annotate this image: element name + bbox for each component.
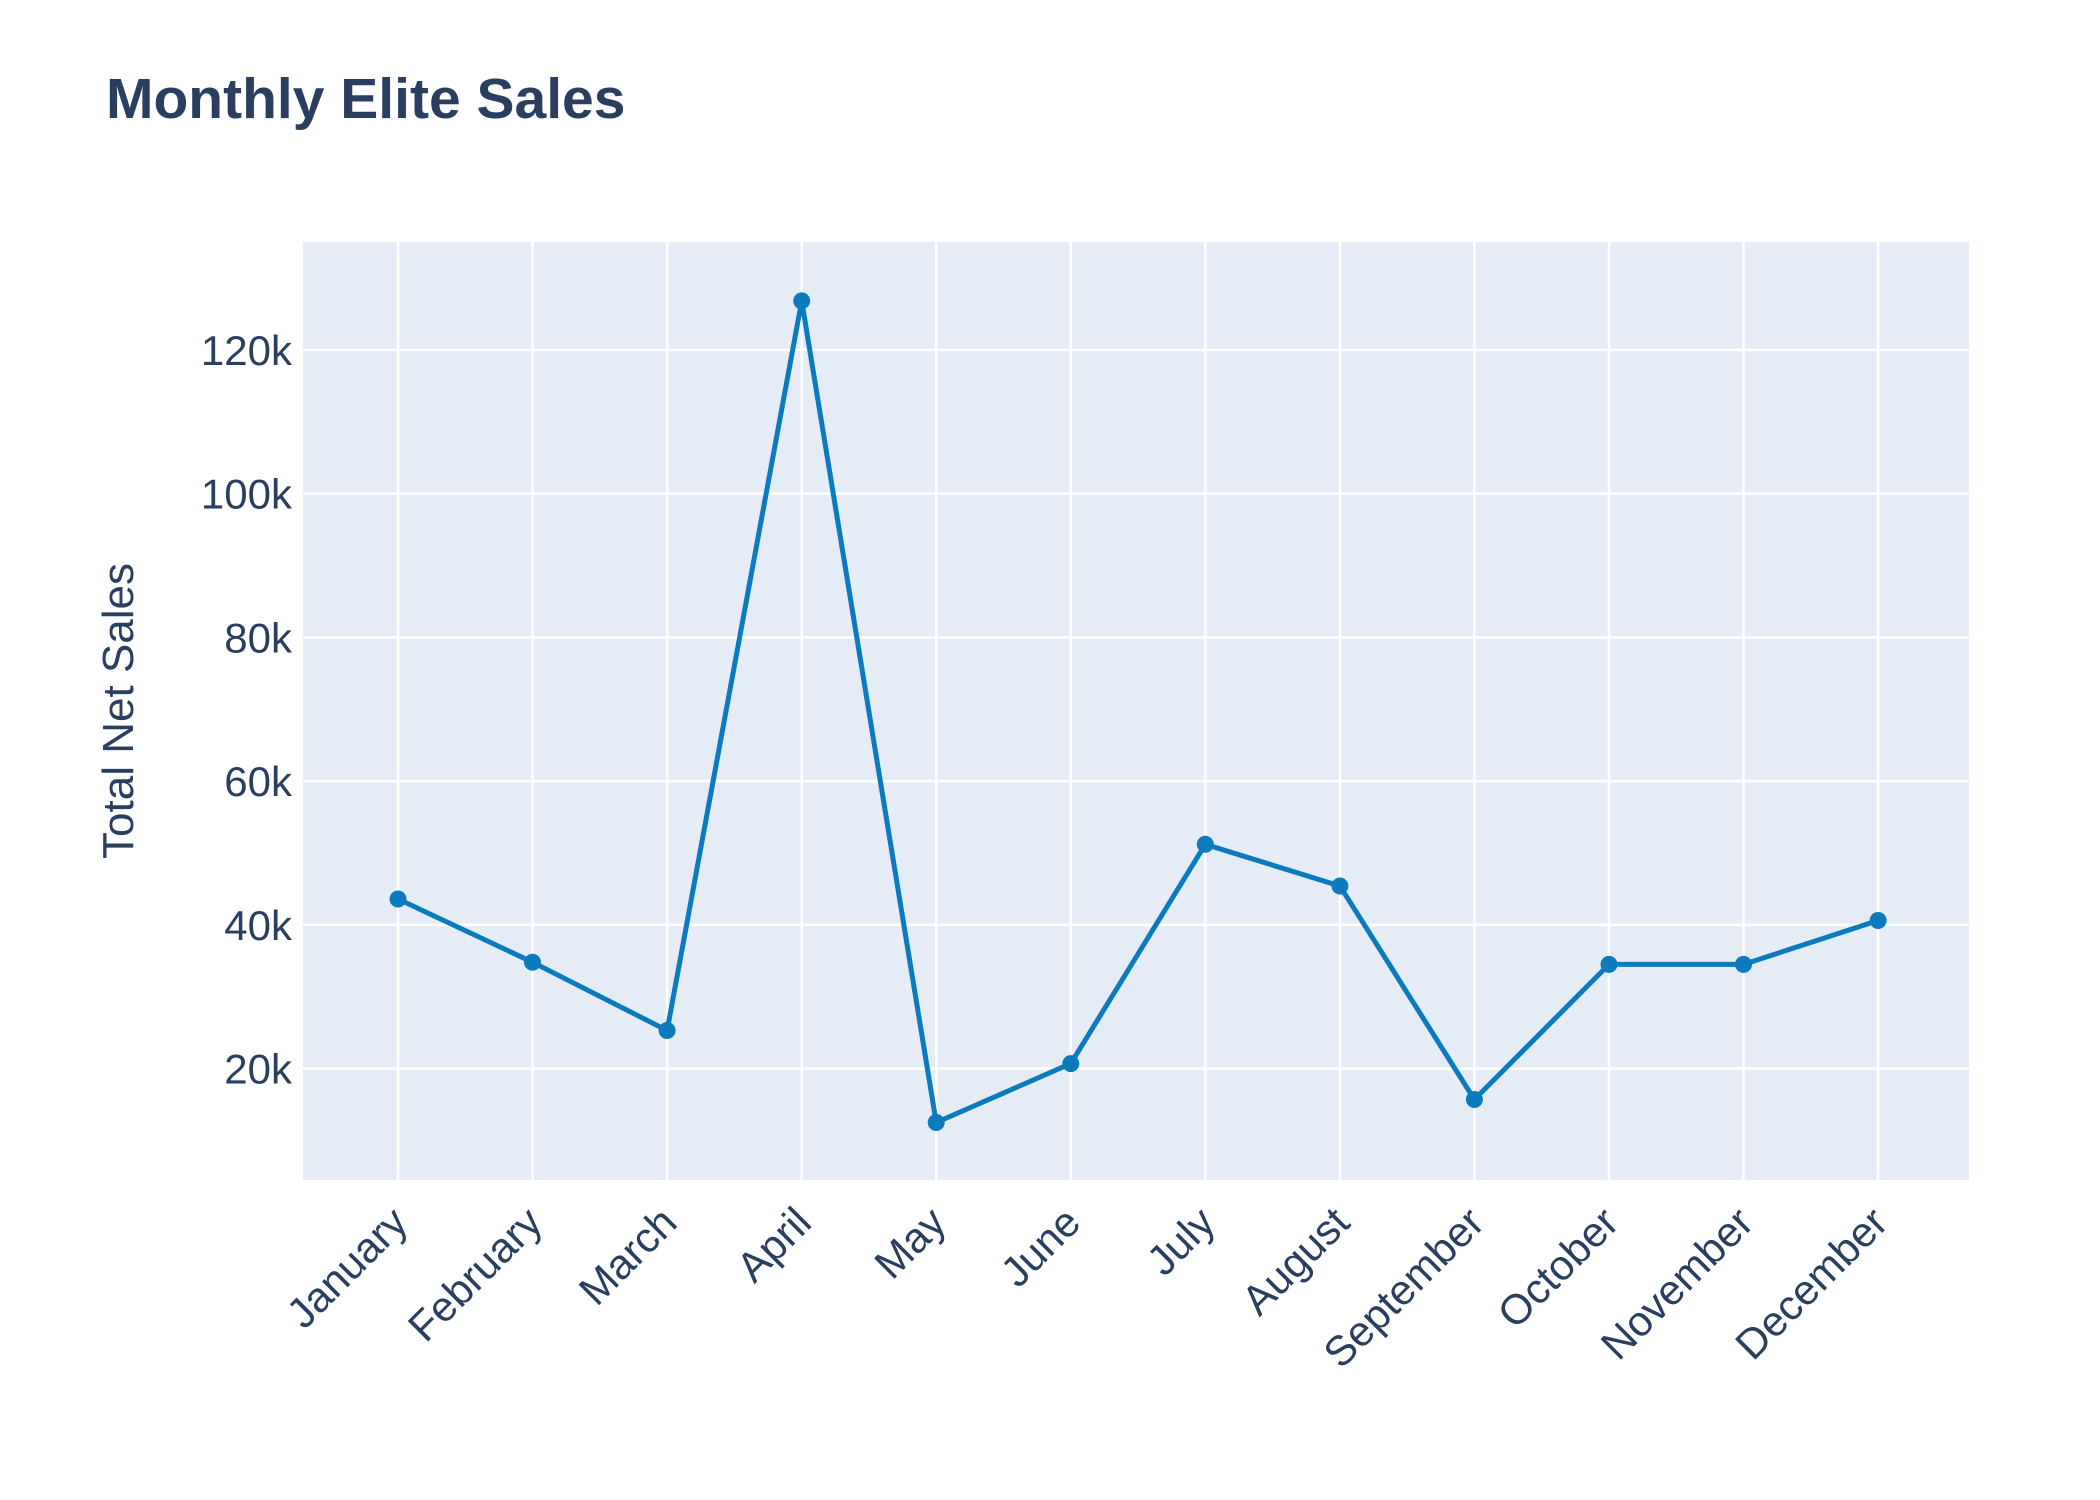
y-tick-label: 80k	[224, 614, 293, 661]
y-axis-title: Total Net Sales	[94, 563, 143, 859]
series-line	[396, 298, 1879, 1125]
x-tick-label: April	[727, 1198, 820, 1291]
x-gridlines	[396, 242, 1880, 1180]
x-tick-label: August	[1233, 1198, 1359, 1324]
data-point-february	[524, 953, 541, 971]
data-point-june	[1062, 1055, 1080, 1073]
y-tick-label: 60k	[224, 758, 293, 805]
y-tick-label: 20k	[224, 1046, 293, 1093]
series-markers	[389, 292, 1887, 1131]
data-point-august	[1331, 877, 1349, 895]
plot-area	[303, 242, 1969, 1180]
data-point-april	[793, 292, 811, 310]
data-point-july	[1196, 835, 1214, 853]
x-tick-label: June	[991, 1198, 1089, 1296]
x-tick-label: May	[865, 1198, 954, 1287]
y-tick-label: 100k	[201, 471, 293, 518]
data-point-november	[1735, 955, 1752, 973]
x-tick-label: March	[570, 1198, 686, 1314]
chart-title: Monthly Elite Sales	[106, 67, 625, 131]
y-tick-label: 120k	[201, 327, 293, 374]
data-point-october	[1600, 955, 1618, 973]
data-point-march	[658, 1022, 676, 1039]
data-point-december	[1869, 912, 1887, 929]
x-tick-label: February	[399, 1198, 551, 1350]
y-axis-ticks: 20k 40k 60k 80k 100k 120k	[201, 327, 293, 1093]
x-tick-label: October	[1488, 1198, 1627, 1337]
y-gridlines	[303, 348, 1969, 1070]
data-point-january	[389, 890, 407, 908]
x-tick-label: January	[277, 1198, 416, 1337]
data-point-september	[1465, 1091, 1483, 1108]
x-tick-label: July	[1138, 1198, 1224, 1284]
y-tick-label: 40k	[224, 902, 293, 949]
data-point-may	[927, 1114, 945, 1131]
